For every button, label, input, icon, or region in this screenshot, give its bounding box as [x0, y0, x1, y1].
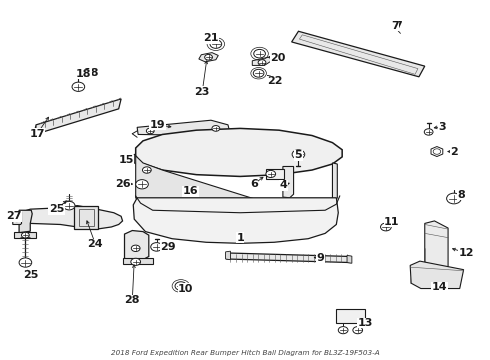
Text: 15: 15 — [118, 156, 134, 166]
Circle shape — [254, 49, 266, 58]
Circle shape — [205, 54, 213, 60]
Polygon shape — [22, 206, 123, 229]
Text: 14: 14 — [432, 283, 447, 292]
Polygon shape — [410, 261, 464, 288]
Polygon shape — [292, 31, 425, 77]
Text: 11: 11 — [384, 217, 399, 227]
Text: 4: 4 — [280, 180, 288, 190]
Circle shape — [266, 170, 275, 177]
Circle shape — [151, 243, 162, 251]
Polygon shape — [124, 230, 149, 260]
Polygon shape — [74, 206, 98, 229]
Circle shape — [63, 201, 75, 210]
Text: 2018 Ford Expedition Rear Bumper Hitch Ball Diagram for BL3Z-19F503-A: 2018 Ford Expedition Rear Bumper Hitch B… — [111, 350, 379, 356]
Polygon shape — [136, 156, 337, 216]
Text: 25: 25 — [49, 204, 64, 214]
Polygon shape — [122, 257, 153, 264]
Polygon shape — [283, 166, 294, 198]
Bar — [266, 168, 284, 179]
Polygon shape — [199, 53, 218, 62]
Circle shape — [131, 258, 141, 265]
Text: 29: 29 — [160, 242, 176, 252]
Circle shape — [212, 126, 220, 131]
Circle shape — [446, 193, 461, 204]
Text: 27: 27 — [6, 211, 22, 221]
Circle shape — [258, 60, 266, 66]
Circle shape — [72, 82, 85, 91]
Text: 21: 21 — [203, 33, 219, 43]
Text: 5: 5 — [294, 150, 302, 160]
Circle shape — [353, 327, 363, 334]
Polygon shape — [137, 120, 229, 135]
Polygon shape — [136, 129, 342, 176]
Circle shape — [147, 128, 154, 134]
Text: 7: 7 — [394, 21, 402, 31]
Text: 16: 16 — [183, 186, 198, 197]
Circle shape — [253, 69, 264, 77]
Text: 3: 3 — [438, 122, 445, 132]
Text: 18: 18 — [83, 68, 98, 78]
Circle shape — [433, 149, 441, 154]
Text: 24: 24 — [88, 239, 103, 249]
Polygon shape — [252, 57, 273, 66]
Circle shape — [381, 223, 391, 231]
Text: 8: 8 — [457, 190, 465, 200]
Text: 13: 13 — [358, 318, 373, 328]
Text: 17: 17 — [29, 129, 45, 139]
Text: 6: 6 — [250, 179, 258, 189]
Circle shape — [22, 232, 29, 238]
Text: 22: 22 — [268, 76, 283, 86]
Polygon shape — [225, 251, 230, 260]
Polygon shape — [133, 198, 338, 243]
Polygon shape — [347, 256, 352, 263]
Text: 10: 10 — [178, 284, 194, 293]
Circle shape — [338, 327, 348, 334]
Text: 26: 26 — [115, 179, 130, 189]
Circle shape — [12, 215, 21, 222]
Text: 1: 1 — [236, 233, 244, 243]
Polygon shape — [226, 253, 351, 262]
Circle shape — [19, 258, 32, 267]
Text: 18: 18 — [76, 69, 92, 79]
Text: 19: 19 — [150, 120, 165, 130]
Circle shape — [424, 129, 433, 135]
Text: 25: 25 — [24, 270, 39, 280]
Bar — [336, 309, 365, 323]
Polygon shape — [425, 221, 448, 273]
Text: 9: 9 — [317, 253, 324, 262]
Circle shape — [131, 245, 140, 252]
Text: 20: 20 — [270, 53, 286, 63]
Circle shape — [175, 282, 187, 290]
Text: 2: 2 — [450, 147, 458, 157]
Text: 23: 23 — [195, 87, 210, 97]
Polygon shape — [14, 231, 36, 238]
Circle shape — [143, 167, 151, 173]
Polygon shape — [19, 210, 32, 233]
Polygon shape — [13, 212, 22, 225]
Polygon shape — [431, 147, 443, 157]
Circle shape — [136, 180, 148, 189]
Text: 12: 12 — [458, 248, 474, 258]
Text: 28: 28 — [124, 295, 140, 305]
Polygon shape — [134, 154, 167, 173]
Polygon shape — [34, 99, 121, 135]
Text: 7: 7 — [391, 21, 398, 31]
Circle shape — [210, 40, 221, 48]
Circle shape — [292, 150, 305, 159]
